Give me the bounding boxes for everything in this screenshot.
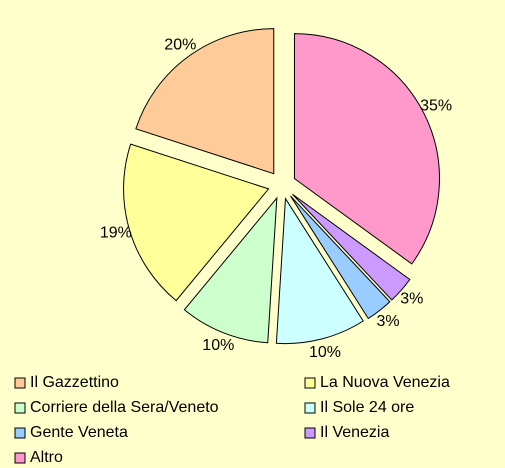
pie-slice: [275, 196, 364, 345]
legend-label: La Nuova Venezia: [320, 374, 450, 391]
pie-slice: [123, 143, 270, 302]
legend-swatch: [304, 402, 316, 414]
pie-slice: [290, 195, 391, 320]
data-label: 10%: [309, 344, 341, 361]
pie-slice: [293, 33, 440, 265]
legend-swatch: [304, 427, 316, 439]
data-label: 19%: [100, 224, 132, 241]
pie-slice: [292, 193, 411, 301]
data-label: 10%: [202, 337, 234, 354]
data-label: 3%: [376, 313, 399, 330]
legend-swatch: [14, 452, 26, 464]
legend-label: Corriere della Sera/Veneto: [30, 399, 219, 416]
legend-label: Gente Veneta: [30, 424, 128, 441]
legend-swatch: [14, 402, 26, 414]
legend-label: Altro: [30, 449, 63, 466]
legend-label: Il Sole 24 ore: [320, 399, 414, 416]
pie-slice: [183, 196, 278, 344]
legend-label: Il Gazzettino: [30, 374, 119, 391]
legend-label: Il Venezia: [320, 424, 389, 441]
legend-swatch: [14, 377, 26, 389]
legend-swatch: [14, 427, 26, 439]
legend-swatch: [304, 377, 316, 389]
data-label: 20%: [164, 36, 196, 53]
data-label: 3%: [400, 291, 423, 308]
data-label: 35%: [420, 98, 452, 115]
pie-slice: [135, 28, 275, 175]
